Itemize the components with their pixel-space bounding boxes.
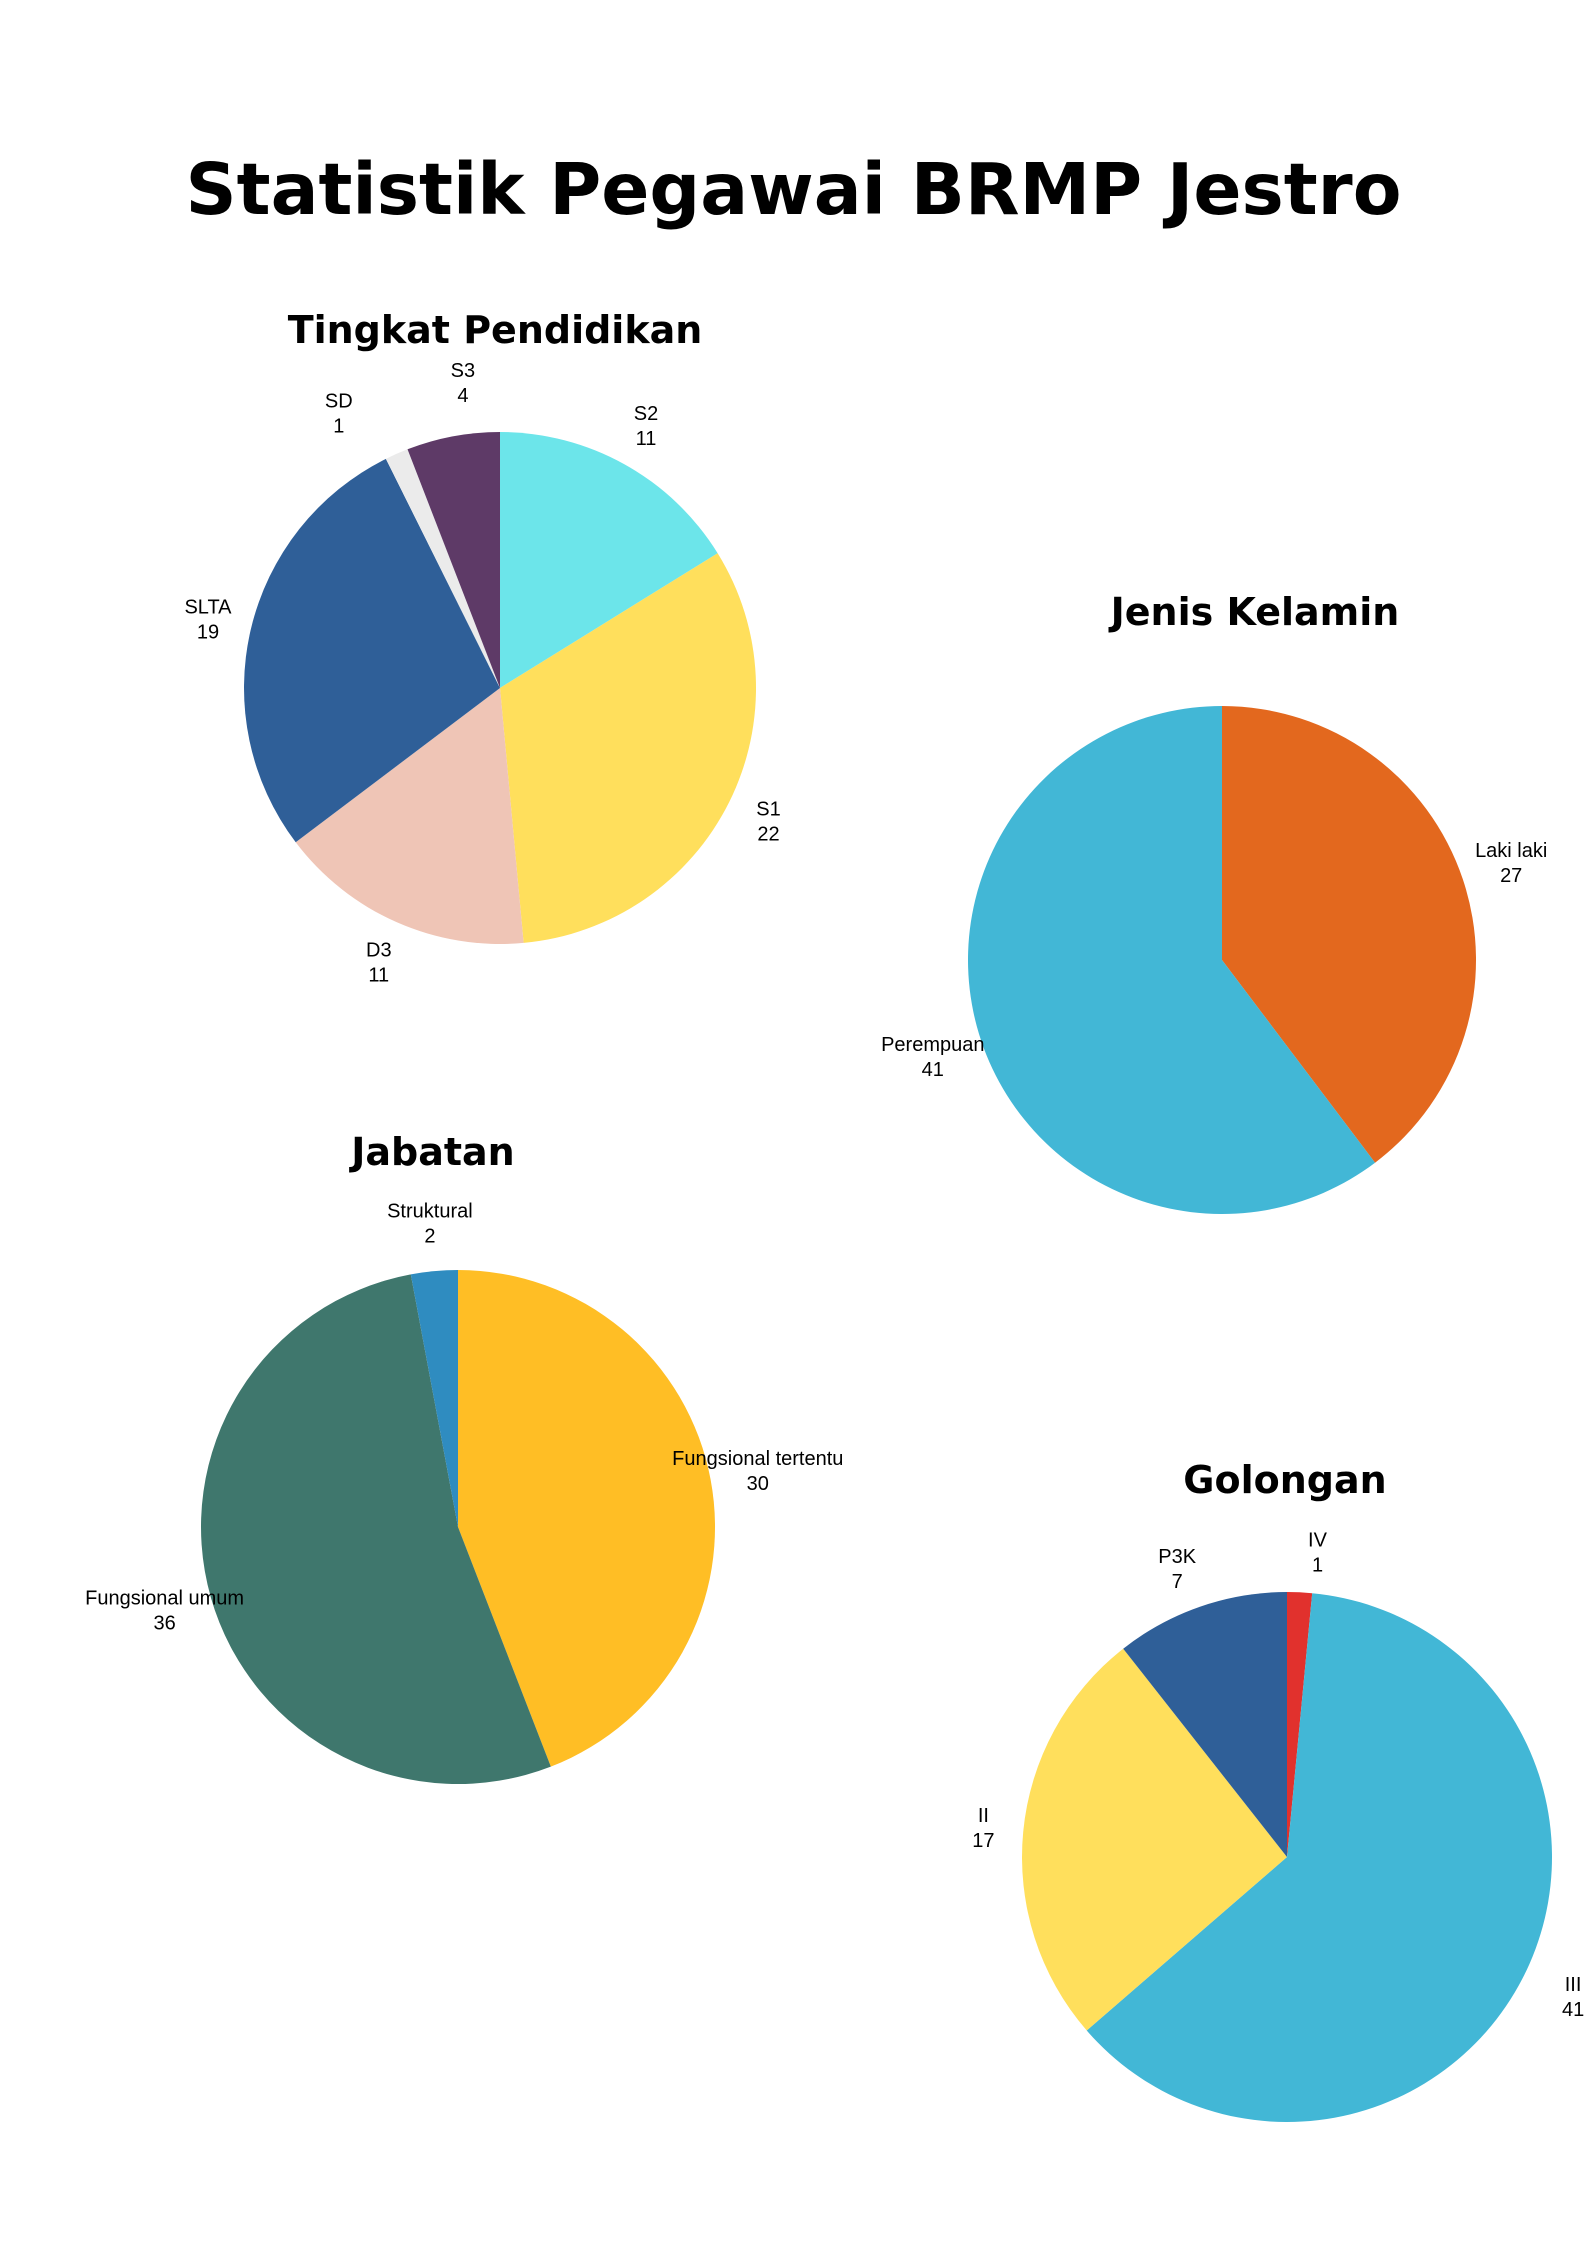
slice-label-struktural: Struktural bbox=[387, 1200, 473, 1222]
slice-value-fungsional-tertentu: 30 bbox=[747, 1473, 769, 1495]
pie-slice-d3 bbox=[295, 688, 524, 945]
slice-value-s3: 4 bbox=[457, 385, 468, 407]
pie-slice-slta bbox=[244, 458, 500, 843]
slice-label-fungsional-umum: Fungsional umum bbox=[85, 1588, 244, 1610]
slice-label-perempuan: Perempuan bbox=[881, 1034, 984, 1056]
slice-label-s3: S3 bbox=[451, 360, 475, 382]
pie-slice-iii bbox=[1086, 1593, 1553, 2123]
pie-slice-ii bbox=[1022, 1648, 1287, 2031]
slice-value-struktural: 2 bbox=[424, 1225, 435, 1247]
slice-value-iv: 1 bbox=[1312, 1554, 1323, 1576]
page-title: Statistik Pegawai BRMP Jestro bbox=[185, 148, 1402, 231]
slice-label-s2: S2 bbox=[634, 403, 658, 425]
pie-slice-p3k bbox=[1123, 1592, 1287, 1857]
slice-label-p3k: P3K bbox=[1158, 1546, 1196, 1568]
pie-slice-fungsional-tertentu bbox=[458, 1270, 716, 1767]
chart-title-tingkat-pendidikan: Tingkat Pendidikan bbox=[287, 308, 703, 352]
slice-label-laki-laki: Laki laki bbox=[1475, 840, 1547, 862]
slice-label-d3: D3 bbox=[366, 939, 392, 961]
slice-label-s1: S1 bbox=[756, 799, 780, 821]
pie-jenis-kelamin: Laki laki 27 Perempuan 41 bbox=[881, 706, 1547, 1215]
pie-slice-laki-laki bbox=[1222, 706, 1477, 1163]
slice-value-fungsional-umum: 36 bbox=[153, 1613, 175, 1635]
slice-label-iv: IV bbox=[1308, 1529, 1328, 1551]
pie-tingkat-pendidikan: S2 11 S1 22 D3 11 SLTA 19 SD 1 S3 4 bbox=[184, 360, 780, 986]
slice-label-iii: III bbox=[1565, 1974, 1582, 1996]
slice-label-fungsional-tertentu: Fungsional tertentu bbox=[672, 1448, 843, 1470]
slice-value-slta: 19 bbox=[197, 621, 219, 643]
slice-value-laki-laki: 27 bbox=[1500, 865, 1522, 887]
pie-slice-sd bbox=[385, 449, 500, 688]
slice-value-s1: 22 bbox=[757, 824, 779, 846]
pie-golongan: IV 1 III 41 II 17 P3K 7 bbox=[972, 1529, 1584, 2123]
pie-slice-perempuan bbox=[968, 706, 1376, 1215]
slice-label-slta: SLTA bbox=[184, 596, 232, 618]
slice-value-sd: 1 bbox=[333, 416, 344, 438]
slice-label-sd: SD bbox=[325, 391, 353, 413]
pie-slice-s2 bbox=[500, 432, 718, 688]
pie-jabatan: Fungsional tertentu 30 Fungsional umum 36 St… bbox=[85, 1200, 843, 1785]
chart-title-jabatan: Jabatan bbox=[351, 1130, 515, 1174]
chart-title-golongan: Golongan bbox=[1183, 1458, 1387, 1502]
pie-slice-s3 bbox=[407, 432, 500, 688]
slice-value-perempuan: 41 bbox=[922, 1059, 944, 1081]
chart-title-jenis-kelamin: Jenis Kelamin bbox=[1110, 590, 1400, 634]
slice-label-ii: II bbox=[978, 1805, 989, 1827]
slice-value-s2: 11 bbox=[636, 428, 657, 450]
pie-slice-struktural bbox=[410, 1270, 458, 1527]
slice-value-ii: 17 bbox=[972, 1830, 994, 1852]
slice-value-d3: 11 bbox=[368, 964, 389, 986]
slice-value-p3k: 7 bbox=[1172, 1571, 1183, 1593]
pie-slice-s1 bbox=[500, 553, 757, 943]
pie-slice-fungsional-umum bbox=[201, 1274, 551, 1785]
slice-value-iii: 41 bbox=[1562, 1999, 1584, 2021]
pie-slice-iv bbox=[1287, 1592, 1313, 1857]
